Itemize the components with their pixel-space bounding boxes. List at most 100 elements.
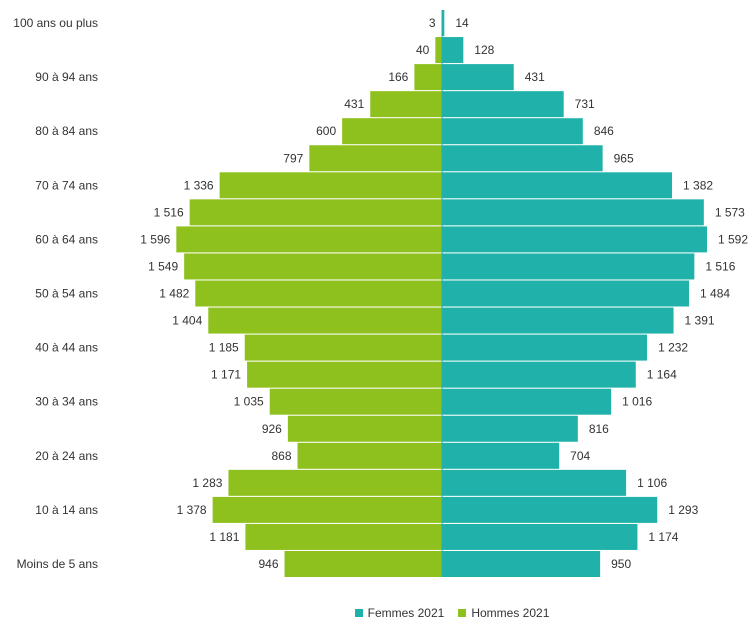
bar-femmes[interactable] (442, 253, 695, 280)
category-label: 10 à 14 ans (35, 503, 98, 517)
category-label: 60 à 64 ans (35, 232, 98, 246)
data-label-hommes: 797 (283, 151, 303, 165)
category-label: 70 à 74 ans (35, 178, 98, 192)
category-label: 50 à 54 ans (35, 287, 98, 301)
data-label-hommes: 1 516 (154, 205, 184, 219)
bar-femmes[interactable] (442, 37, 464, 64)
data-label-femmes: 1 516 (705, 259, 735, 273)
data-label-hommes: 166 (388, 70, 408, 84)
data-label-femmes: 1 164 (647, 368, 677, 382)
data-label-femmes: 1 106 (637, 476, 667, 490)
bar-femmes[interactable] (442, 469, 627, 496)
category-label: 80 à 84 ans (35, 124, 98, 138)
data-label-femmes: 1 016 (622, 395, 652, 409)
data-label-femmes: 1 592 (718, 232, 748, 246)
data-label-hommes: 3 (429, 16, 436, 30)
bar-hommes[interactable] (297, 442, 442, 469)
legend-item-femmes[interactable]: Femmes 2021 (354, 606, 445, 620)
data-label-hommes: 926 (262, 422, 282, 436)
data-label-femmes: 431 (525, 70, 545, 84)
bar-femmes[interactable] (442, 280, 690, 307)
bar-hommes[interactable] (184, 253, 443, 280)
bar-hommes[interactable] (208, 307, 442, 334)
bar-hommes[interactable] (247, 361, 442, 388)
legend-swatch-femmes (354, 609, 363, 617)
data-label-hommes: 1 336 (184, 178, 214, 192)
bar-hommes[interactable] (269, 388, 442, 415)
data-label-femmes: 846 (594, 124, 614, 138)
data-label-hommes: 1 596 (140, 232, 170, 246)
data-label-hommes: 1 171 (211, 368, 241, 382)
legend-label-femmes: Femmes 2021 (367, 606, 445, 620)
data-label-femmes: 1 174 (648, 530, 678, 544)
bar-hommes[interactable] (287, 415, 442, 442)
data-label-femmes: 731 (575, 97, 595, 111)
data-label-hommes: 1 283 (192, 476, 222, 490)
legend-label-hommes: Hommes 2021 (471, 606, 550, 620)
bar-femmes[interactable] (442, 551, 601, 577)
bar-femmes[interactable] (442, 172, 673, 199)
legend-swatch-hommes (458, 609, 467, 617)
data-label-femmes: 1 484 (700, 287, 730, 301)
bar-femmes[interactable] (442, 307, 674, 334)
data-label-femmes: 1 382 (683, 178, 713, 192)
data-label-hommes: 946 (259, 557, 279, 571)
category-label: 20 à 24 ans (35, 449, 98, 463)
category-label: 40 à 44 ans (35, 341, 98, 355)
bar-hommes[interactable] (370, 91, 442, 118)
bar-hommes[interactable] (219, 172, 442, 199)
data-label-hommes: 1 185 (209, 341, 239, 355)
bar-femmes[interactable] (442, 334, 648, 361)
data-label-femmes: 14 (455, 16, 469, 30)
bar-hommes[interactable] (284, 551, 442, 577)
bar-femmes[interactable] (442, 388, 612, 415)
data-label-femmes: 965 (614, 151, 634, 165)
data-label-hommes: 600 (316, 124, 336, 138)
category-label: Moins de 5 ans (17, 557, 98, 571)
data-label-hommes: 1 404 (172, 314, 202, 328)
bar-femmes[interactable] (442, 64, 514, 91)
data-label-hommes: 1 482 (159, 287, 189, 301)
bar-hommes[interactable] (176, 226, 442, 253)
bar-femmes[interactable] (442, 415, 578, 442)
data-label-hommes: 1 035 (234, 395, 264, 409)
data-label-femmes: 950 (611, 557, 631, 571)
bar-hommes[interactable] (244, 334, 442, 361)
bar-hommes[interactable] (414, 64, 442, 91)
bar-femmes[interactable] (442, 118, 583, 145)
data-label-femmes: 1 232 (658, 341, 688, 355)
legend-item-hommes[interactable]: Hommes 2021 (458, 606, 549, 620)
bar-femmes[interactable] (442, 496, 658, 523)
bar-femmes[interactable] (442, 10, 445, 36)
data-label-femmes: 1 573 (715, 205, 745, 219)
bar-femmes[interactable] (442, 523, 638, 550)
bar-hommes[interactable] (212, 496, 442, 523)
bar-femmes[interactable] (442, 145, 603, 172)
data-label-femmes: 1 293 (668, 503, 698, 517)
bar-hommes[interactable] (245, 523, 442, 550)
bar-femmes[interactable] (442, 91, 564, 118)
data-label-hommes: 431 (344, 97, 364, 111)
category-label: 90 à 94 ans (35, 70, 98, 84)
bar-hommes[interactable] (342, 118, 442, 145)
data-label-hommes: 868 (271, 449, 291, 463)
data-label-hommes: 1 181 (209, 530, 239, 544)
bar-hommes[interactable] (309, 145, 442, 172)
bar-femmes[interactable] (442, 199, 704, 226)
bar-hommes[interactable] (189, 199, 442, 226)
bar-hommes[interactable] (435, 37, 442, 64)
bar-hommes[interactable] (228, 469, 442, 496)
bar-hommes[interactable] (195, 280, 442, 307)
bar-femmes[interactable] (442, 361, 636, 388)
chart-legend: Femmes 2021 Hommes 2021 (0, 606, 748, 620)
bar-femmes[interactable] (442, 442, 560, 469)
data-label-hommes: 1 549 (148, 259, 178, 273)
category-label: 100 ans ou plus (13, 16, 98, 30)
data-label-femmes: 1 391 (685, 314, 715, 328)
data-label-femmes: 704 (570, 449, 590, 463)
bar-femmes[interactable] (442, 226, 707, 253)
data-label-hommes: 1 378 (177, 503, 207, 517)
data-label-hommes: 40 (416, 43, 430, 57)
data-label-femmes: 816 (589, 422, 609, 436)
category-label: 30 à 34 ans (35, 395, 98, 409)
